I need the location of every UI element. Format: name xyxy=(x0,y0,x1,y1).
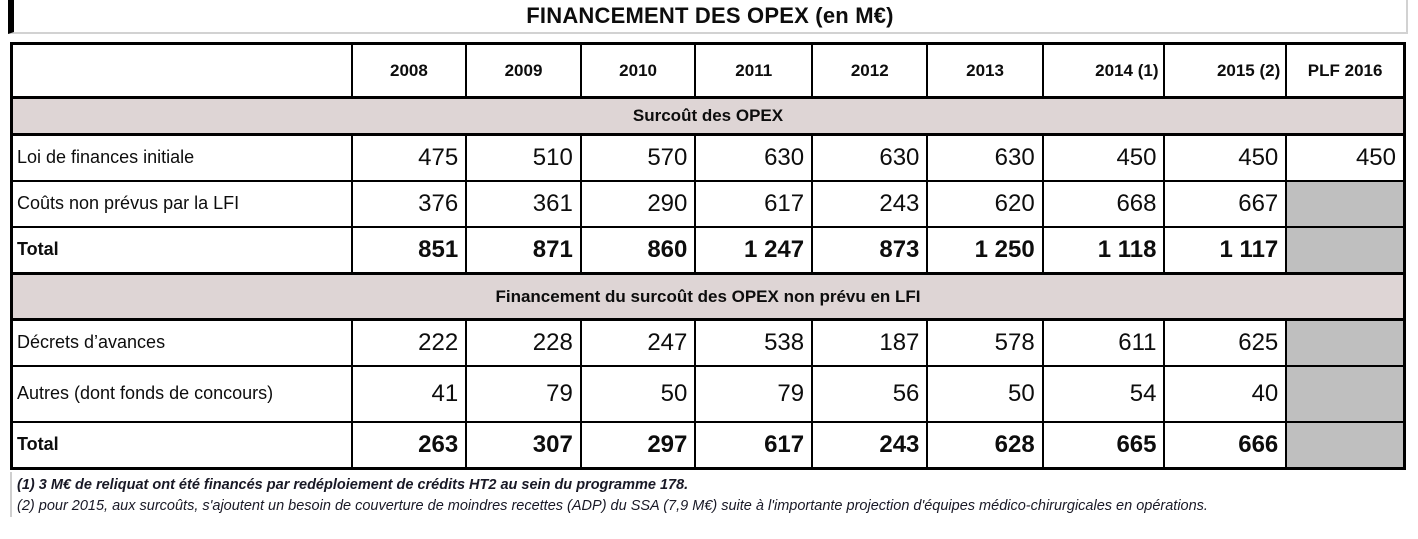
table-row: Autres (dont fonds de concours) 41 79 50 79 5… xyxy=(10,364,1406,423)
year-column-header: 2015 (2) xyxy=(1163,42,1288,99)
section-band-title: Surcoût des OPEX xyxy=(10,96,1406,136)
value-cell: 79 xyxy=(694,364,814,423)
footnote-1: (1) 3 M€ de reliquat ont été financés pa… xyxy=(17,477,689,493)
value-cell: 450 xyxy=(1163,133,1288,182)
value-cell: 54 xyxy=(1041,364,1166,423)
value-cell: 860 xyxy=(579,225,697,275)
value-cell: 871 xyxy=(465,225,582,275)
value-cell: 1 247 xyxy=(694,225,814,275)
empty-gray-cell xyxy=(1285,179,1406,228)
opex-table: 2008 2009 2010 2011 2012 2013 2014 (1) 2015 (2)… xyxy=(10,42,1406,470)
section-band-title: Financement du surcoût des OPEX non prév… xyxy=(10,272,1406,321)
value-cell: 1 117 xyxy=(1163,225,1288,275)
value-cell: 666 xyxy=(1163,420,1288,470)
value-cell: 510 xyxy=(465,133,582,182)
empty-gray-cell xyxy=(1285,420,1406,470)
section-band-row: Financement du surcoût des OPEX non prév… xyxy=(10,272,1406,321)
value-cell: 222 xyxy=(350,318,468,367)
value-cell: 630 xyxy=(694,133,814,182)
year-header-row: 2008 2009 2010 2011 2012 2013 2014 (1) 2015 (2)… xyxy=(10,42,1406,99)
value-cell: 625 xyxy=(1163,318,1288,367)
value-cell: 297 xyxy=(579,420,697,470)
value-cell: 851 xyxy=(350,225,468,275)
empty-gray-cell xyxy=(1285,225,1406,275)
value-cell: 50 xyxy=(926,364,1044,423)
value-cell: 873 xyxy=(811,225,929,275)
row-label: Coûts non prévus par la LFI xyxy=(10,179,353,228)
value-cell: 620 xyxy=(926,179,1044,228)
value-cell: 307 xyxy=(465,420,582,470)
footnote-2: (2) pour 2015, aux surcoûts, s'ajoutent … xyxy=(17,498,1208,514)
year-column-header: 2014 (1) xyxy=(1041,42,1166,99)
year-column-header: 2010 xyxy=(579,42,697,99)
value-cell: 247 xyxy=(579,318,697,367)
value-cell: 578 xyxy=(926,318,1044,367)
value-cell: 450 xyxy=(1285,133,1406,182)
value-cell: 617 xyxy=(694,179,814,228)
year-column-header: 2013 xyxy=(926,42,1044,99)
spacer xyxy=(0,34,1418,42)
value-cell: 570 xyxy=(579,133,697,182)
value-cell: 1 250 xyxy=(926,225,1044,275)
table-row: Coûts non prévus par la LFI 376 361 290 617 2… xyxy=(10,179,1406,228)
table-row: Loi de finances initiale 475 510 570 630 630 6… xyxy=(10,133,1406,182)
footnotes-block: (1) 3 M€ de reliquat ont été financés pa… xyxy=(10,472,1418,517)
value-cell: 667 xyxy=(1163,179,1288,228)
value-cell: 376 xyxy=(350,179,468,228)
value-cell: 243 xyxy=(811,179,929,228)
value-cell: 79 xyxy=(465,364,582,423)
value-cell: 243 xyxy=(811,420,929,470)
value-cell: 475 xyxy=(350,133,468,182)
year-column-header: 2012 xyxy=(811,42,929,99)
table-row: Décrets d’avances 222 228 247 538 187 578 611 62… xyxy=(10,318,1406,367)
value-cell: 41 xyxy=(350,364,468,423)
value-cell: 56 xyxy=(811,364,929,423)
row-label: Total xyxy=(10,225,353,275)
row-label: Loi de finances initiale xyxy=(10,133,353,182)
value-cell: 628 xyxy=(926,420,1044,470)
table-title-bar: FINANCEMENT DES OPEX (en M€) xyxy=(8,0,1408,34)
year-column-header: 2011 xyxy=(694,42,814,99)
value-cell: 50 xyxy=(579,364,697,423)
value-cell: 187 xyxy=(811,318,929,367)
value-cell: 228 xyxy=(465,318,582,367)
page-title: FINANCEMENT DES OPEX (en M€) xyxy=(526,3,894,28)
table-row: Total 263 307 297 617 243 628 665 666 xyxy=(10,420,1406,470)
year-column-header: 2008 xyxy=(350,42,468,99)
value-cell: 665 xyxy=(1041,420,1166,470)
value-cell: 263 xyxy=(350,420,468,470)
empty-gray-cell xyxy=(1285,318,1406,367)
value-cell: 630 xyxy=(926,133,1044,182)
value-cell: 1 118 xyxy=(1041,225,1166,275)
value-cell: 611 xyxy=(1041,318,1166,367)
value-cell: 40 xyxy=(1163,364,1288,423)
row-label: Décrets d’avances xyxy=(10,318,353,367)
value-cell: 630 xyxy=(811,133,929,182)
value-cell: 617 xyxy=(694,420,814,470)
value-cell: 290 xyxy=(579,179,697,228)
row-label: Total xyxy=(10,420,353,470)
section-band-row: Surcoût des OPEX xyxy=(10,96,1406,136)
value-cell: 538 xyxy=(694,318,814,367)
row-label-column-header xyxy=(10,42,353,99)
value-cell: 361 xyxy=(465,179,582,228)
empty-gray-cell xyxy=(1285,364,1406,423)
year-column-header: PLF 2016 xyxy=(1285,42,1406,99)
value-cell: 450 xyxy=(1041,133,1166,182)
value-cell: 668 xyxy=(1041,179,1166,228)
row-label: Autres (dont fonds de concours) xyxy=(10,364,353,423)
year-column-header: 2009 xyxy=(465,42,582,99)
table-row: Total 851 871 860 1 247 873 1 250 1 118 1 117 xyxy=(10,225,1406,275)
table-body: Surcoût des OPEX Loi de finances initiale… xyxy=(10,96,1406,470)
